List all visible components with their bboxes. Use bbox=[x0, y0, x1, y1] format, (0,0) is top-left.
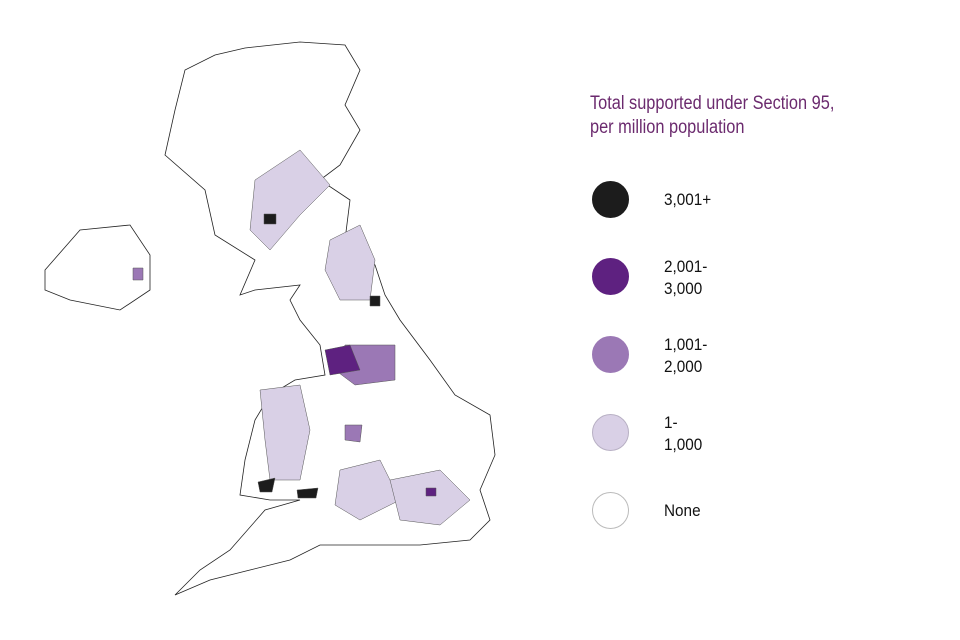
region-swansea-black bbox=[257, 477, 276, 493]
region-wales-light bbox=[259, 384, 311, 481]
legend-title-line2: per million population bbox=[590, 117, 745, 138]
region-london-dark bbox=[425, 487, 437, 497]
legend-swatch bbox=[592, 492, 629, 529]
legend-item-1001-2000: 1,001- 2,000 bbox=[592, 335, 892, 376]
region-southeast-light bbox=[389, 469, 471, 526]
legend-label: 1,001- 2,000 bbox=[664, 335, 708, 376]
region-ni-mid bbox=[132, 267, 144, 281]
region-cardiff-black bbox=[296, 487, 319, 499]
region-glasgow-black bbox=[263, 213, 277, 225]
legend-swatch bbox=[592, 414, 629, 451]
legend-label: 2,001- 3,000 bbox=[664, 257, 708, 298]
legend-swatch bbox=[592, 181, 629, 218]
great-britain-outline bbox=[164, 41, 496, 596]
legend-swatch bbox=[592, 258, 629, 295]
legend-title: Total supported under Section 95, per mi… bbox=[590, 92, 834, 140]
legend-item-2001-3000: 2,001- 3,000 bbox=[592, 257, 892, 298]
legend-title-line1: Total supported under Section 95, bbox=[590, 93, 835, 114]
region-manchester-dark bbox=[324, 344, 361, 376]
legend-label: None bbox=[664, 501, 701, 520]
legend-swatch bbox=[592, 336, 629, 373]
legend-item-3001-plus: 3,001+ bbox=[592, 181, 892, 221]
legend-item-1-1000: 1- 1,000 bbox=[592, 413, 892, 454]
region-scotland-light bbox=[249, 149, 331, 251]
legend-label: 3,001+ bbox=[664, 190, 712, 209]
legend-label: 1- 1,000 bbox=[664, 413, 703, 454]
region-birmingham-mid bbox=[344, 424, 363, 443]
northern-ireland-outline bbox=[44, 224, 151, 311]
legend-item-none: None bbox=[592, 492, 892, 532]
region-ne-black bbox=[369, 295, 381, 307]
region-midlands-light bbox=[334, 459, 401, 521]
